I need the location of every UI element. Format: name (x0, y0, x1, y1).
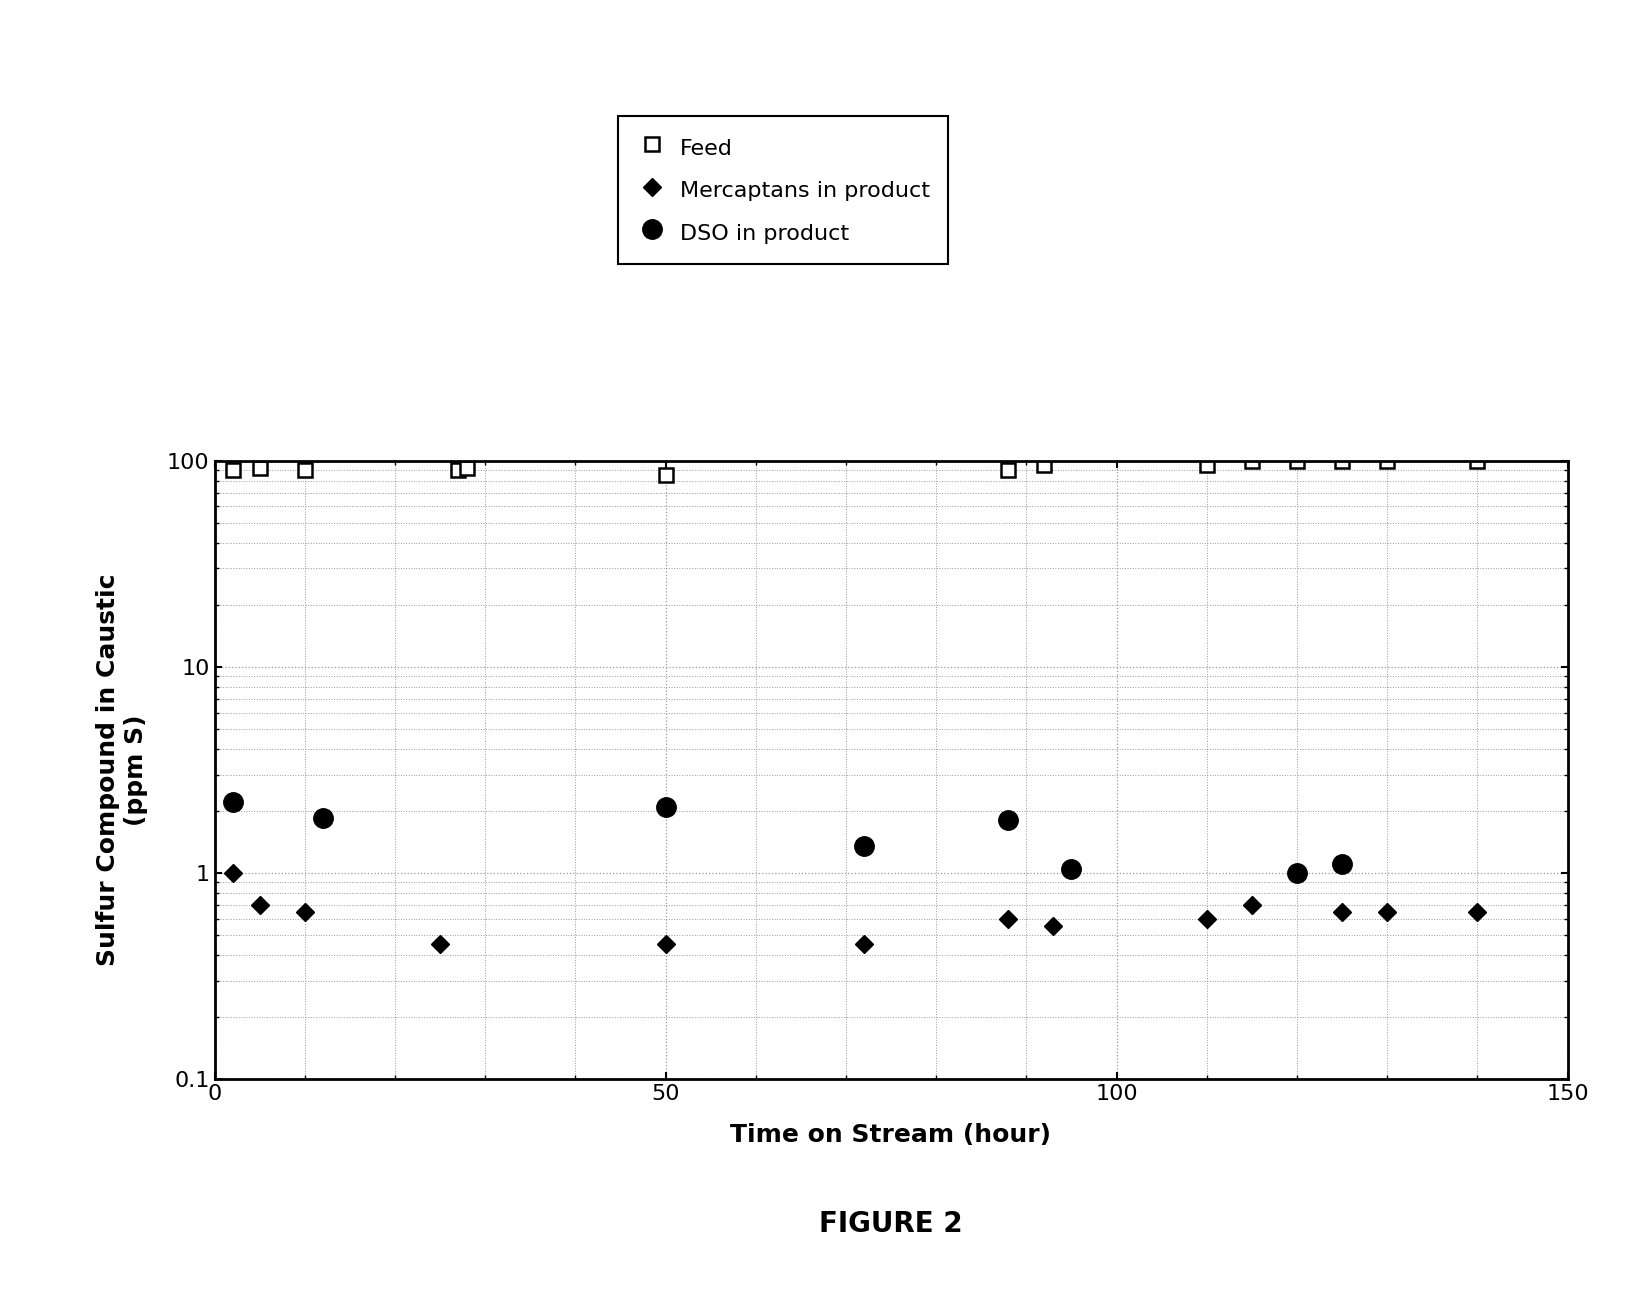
Mercaptans in product (249, 898, 269, 913)
DSO in product (998, 812, 1018, 828)
Feed (1196, 457, 1216, 472)
Feed (1242, 453, 1262, 468)
Mercaptans in product (655, 937, 675, 953)
DSO in product (1287, 865, 1307, 880)
DSO in product (655, 799, 675, 815)
DSO in product (1061, 861, 1081, 876)
Feed (1332, 453, 1351, 468)
Feed (249, 461, 269, 476)
Feed (223, 462, 243, 478)
Mercaptans in product (295, 904, 315, 920)
Mercaptans in product (431, 937, 450, 953)
DSO in product (314, 809, 333, 825)
X-axis label: Time on Stream (hour): Time on Stream (hour) (731, 1124, 1051, 1148)
Feed (457, 461, 477, 476)
Feed (1467, 453, 1487, 468)
Legend: Feed, Mercaptans in product, DSO in product: Feed, Mercaptans in product, DSO in prod… (617, 116, 947, 265)
Mercaptans in product (1467, 904, 1487, 920)
DSO in product (223, 795, 243, 811)
Line: Feed: Feed (226, 454, 1485, 482)
Mercaptans in product (1043, 919, 1063, 934)
Mercaptans in product (1332, 904, 1351, 920)
Mercaptans in product (223, 865, 243, 880)
Y-axis label: Sulfur Compound in Caustic
(ppm S): Sulfur Compound in Caustic (ppm S) (96, 574, 147, 966)
DSO in product (1332, 857, 1351, 873)
Line: DSO in product: DSO in product (223, 792, 1351, 883)
DSO in product (855, 838, 875, 854)
Line: Mercaptans in product: Mercaptans in product (226, 867, 1483, 950)
Mercaptans in product (855, 937, 875, 953)
Mercaptans in product (1242, 898, 1262, 913)
Feed (295, 462, 315, 478)
Mercaptans in product (1196, 911, 1216, 926)
Mercaptans in product (998, 911, 1018, 926)
Feed (449, 462, 469, 478)
Mercaptans in product (1378, 904, 1398, 920)
Feed (998, 462, 1018, 478)
Feed (1378, 453, 1398, 468)
Feed (1035, 457, 1054, 472)
Feed (1287, 453, 1307, 468)
Text: FIGURE 2: FIGURE 2 (818, 1209, 964, 1238)
Feed (655, 467, 675, 483)
